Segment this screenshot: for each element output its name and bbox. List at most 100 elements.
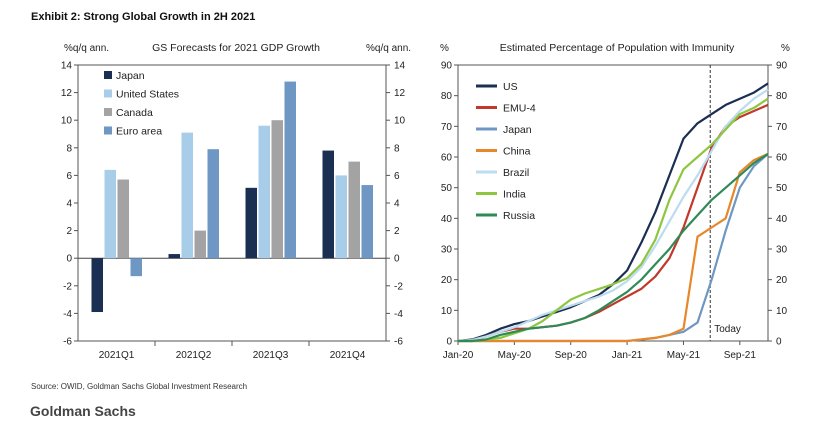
line-left-tick-label: 30 xyxy=(441,245,453,256)
line-right-tick-label: 80 xyxy=(776,91,788,102)
bar-left-tick-label: 8 xyxy=(66,143,72,154)
line-x-tick-label: May-20 xyxy=(498,350,532,361)
line-left-tick-label: 40 xyxy=(441,214,453,225)
line-x-tick-label: Sep-20 xyxy=(555,350,588,361)
legend-label: Japan xyxy=(503,124,532,136)
legend-label: Brazil xyxy=(503,167,529,179)
line-x-tick-label: May-21 xyxy=(667,350,701,361)
line-right-tick-label: 20 xyxy=(776,275,788,286)
bar-category-label: 2021Q3 xyxy=(253,350,289,361)
bar xyxy=(348,161,360,259)
bar-left-tick-label: 4 xyxy=(66,199,72,210)
series-line-brazil xyxy=(457,88,769,343)
line-x-tick-label: Jan-20 xyxy=(443,350,474,361)
source-note: Source: OWID, Goldman Sachs Global Inves… xyxy=(31,382,248,391)
legend-label: Japan xyxy=(116,70,145,82)
line-left-tick-label: 70 xyxy=(441,122,453,133)
bar-right-tick-label: -4 xyxy=(394,309,403,320)
line-right-tick-label: 30 xyxy=(776,245,788,256)
series-line-russia xyxy=(458,152,769,343)
bar-right-tick-label: -6 xyxy=(394,337,403,348)
line-right-axis-label: % xyxy=(781,43,790,54)
line-x-tick-label: Jan-21 xyxy=(612,350,643,361)
legend-swatch xyxy=(104,108,112,116)
line-right-tick-label: 70 xyxy=(776,122,788,133)
bar-right-tick-label: 10 xyxy=(394,116,406,127)
legend-label: India xyxy=(503,189,526,201)
bar-left-tick-label: 6 xyxy=(66,171,72,182)
bar xyxy=(104,169,116,259)
line-right-tick-label: 10 xyxy=(776,306,788,317)
line-right-tick-label: 90 xyxy=(776,61,788,72)
bar xyxy=(168,254,180,259)
legend-label: United States xyxy=(116,89,179,101)
bar xyxy=(194,230,206,259)
series-line-emu-4 xyxy=(457,103,769,343)
bar-left-tick-label: -2 xyxy=(63,281,72,292)
bar-left-tick-label: 14 xyxy=(61,61,73,72)
brand-logo-text: Goldman Sachs xyxy=(30,403,136,419)
bar-category-label: 2021Q4 xyxy=(330,350,366,361)
legend-label: China xyxy=(503,146,531,158)
line-right-tick-label: 0 xyxy=(776,337,782,348)
line-left-tick-label: 0 xyxy=(446,337,452,348)
line-left-tick-label: 90 xyxy=(441,61,453,72)
bar xyxy=(245,187,257,259)
line-left-tick-label: 20 xyxy=(441,275,453,286)
bar-right-tick-label: 12 xyxy=(394,88,406,99)
bar xyxy=(130,258,142,277)
line-right-tick-label: 60 xyxy=(776,153,788,164)
legend-label: Euro area xyxy=(116,126,162,138)
line-left-axis-label: % xyxy=(440,43,449,54)
bar-left-tick-label: 10 xyxy=(61,116,73,127)
line-right-tick-label: 50 xyxy=(776,183,788,194)
bar-left-tick-label: 0 xyxy=(66,254,72,265)
bar xyxy=(335,175,347,259)
bar-right-tick-label: 4 xyxy=(394,199,400,210)
bar-category-label: 2021Q2 xyxy=(176,350,212,361)
line-right-tick-label: 40 xyxy=(776,214,788,225)
line-left-tick-label: 60 xyxy=(441,153,453,164)
bar xyxy=(361,185,373,259)
legend-label: US xyxy=(503,81,518,93)
line-chart-title: Estimated Percentage of Population with … xyxy=(500,42,735,54)
series-line-japan xyxy=(458,153,769,343)
series-line-china xyxy=(458,152,769,343)
bar-right-tick-label: 0 xyxy=(394,254,400,265)
bar xyxy=(207,149,219,259)
bar xyxy=(322,150,334,259)
line-x-tick-label: Sep-21 xyxy=(724,350,757,361)
legend-label: Russia xyxy=(503,210,535,222)
bar-right-tick-label: 8 xyxy=(394,143,400,154)
bar xyxy=(258,125,270,259)
bar-right-tick-label: 14 xyxy=(394,61,406,72)
legend-label: EMU-4 xyxy=(503,103,536,115)
bar-right-tick-label: 6 xyxy=(394,171,400,182)
line-left-tick-label: 50 xyxy=(441,183,453,194)
line-left-tick-label: 80 xyxy=(441,91,453,102)
legend-swatch xyxy=(104,71,112,79)
line-left-tick-label: 10 xyxy=(441,306,453,317)
legend-label: Canada xyxy=(116,107,153,119)
bar xyxy=(181,132,193,259)
bar-left-tick-label: -4 xyxy=(63,309,72,320)
bar xyxy=(91,258,103,313)
exhibit-title: Exhibit 2: Strong Global Growth in 2H 20… xyxy=(31,11,256,23)
bar-category-label: 2021Q1 xyxy=(99,350,135,361)
bar xyxy=(271,120,283,259)
bar xyxy=(284,81,296,259)
legend-swatch xyxy=(104,89,112,98)
bar xyxy=(117,179,129,259)
bar-right-tick-label: -2 xyxy=(394,281,403,292)
bar-chart-title: GS Forecasts for 2021 GDP Growth xyxy=(152,42,320,54)
bar-left-tick-label: 12 xyxy=(61,88,73,99)
legend-swatch xyxy=(104,126,112,135)
series-line-india xyxy=(458,97,769,343)
bar-left-tick-label: -6 xyxy=(63,337,72,348)
bar-left-tick-label: 2 xyxy=(66,226,72,237)
today-marker-label: Today xyxy=(714,324,741,335)
bar-right-axis-label: %q/q ann. xyxy=(366,43,411,54)
bar-right-tick-label: 2 xyxy=(394,226,400,237)
